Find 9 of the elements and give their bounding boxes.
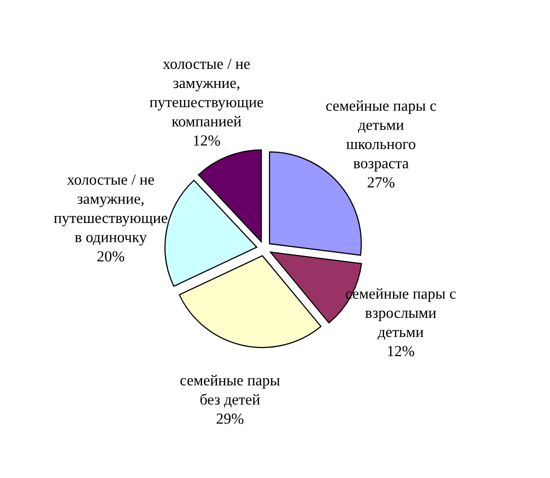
slice-label: семейные пары с детьми школьного возраста bbox=[326, 100, 436, 172]
slice-label: семейные пары без детей bbox=[180, 374, 280, 408]
data-label: 12% bbox=[388, 346, 414, 356]
data-label: 12% bbox=[194, 135, 220, 146]
data-label: 29% bbox=[216, 414, 244, 424]
slice-label: холостые / не замужние, путешествующие компанией bbox=[150, 58, 264, 127]
slice-label: холостые / не замужние, путешествующие в одиночку bbox=[54, 174, 168, 246]
data-label: 20% bbox=[97, 251, 124, 262]
data-label: 27% bbox=[368, 177, 395, 188]
